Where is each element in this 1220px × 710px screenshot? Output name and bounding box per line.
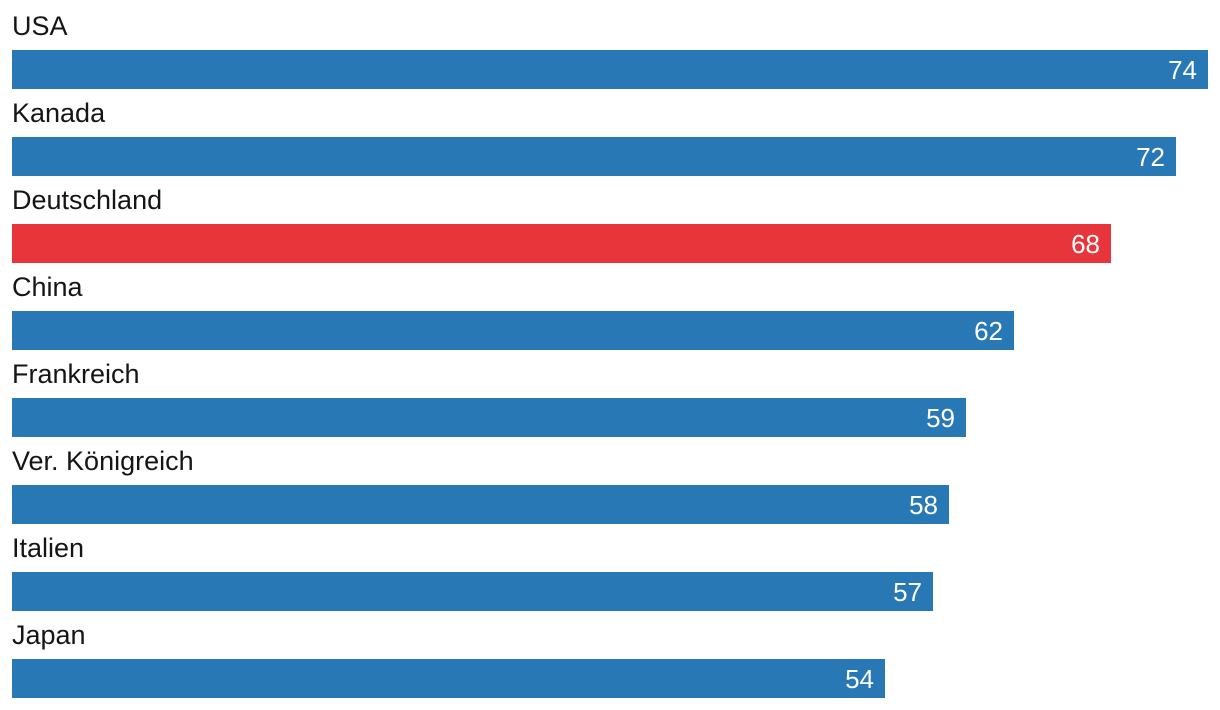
bar: 54: [12, 659, 885, 698]
chart-row: China 62: [0, 263, 1220, 350]
category-label: Deutschland: [12, 184, 163, 215]
category-label: China: [12, 271, 83, 302]
chart-row: Japan 54: [0, 611, 1220, 698]
category-label: Italien: [12, 532, 85, 563]
chart-row: Deutschland 68: [0, 176, 1220, 263]
value-label: 68: [1071, 228, 1100, 259]
bar: 58: [12, 485, 949, 524]
value-label: 58: [909, 489, 938, 520]
value-label: 62: [974, 315, 1003, 346]
value-label: 54: [845, 663, 874, 694]
value-label: 59: [926, 402, 955, 433]
value-label: 57: [893, 576, 922, 607]
bar: 74: [12, 50, 1208, 89]
category-label: USA: [12, 10, 68, 41]
bar: 72: [12, 137, 1176, 176]
category-label: Frankreich: [12, 358, 140, 389]
value-label: 74: [1168, 54, 1197, 85]
category-label: Ver. Königreich: [12, 445, 194, 476]
bar-highlighted: 68: [12, 224, 1111, 263]
chart-row: Frankreich 59: [0, 350, 1220, 437]
category-label: Japan: [12, 619, 86, 650]
bar: 62: [12, 311, 1014, 350]
bar: 59: [12, 398, 966, 437]
bar: 57: [12, 572, 933, 611]
chart-row: Kanada 72: [0, 89, 1220, 176]
chart-row: USA 74: [0, 2, 1220, 89]
chart-row: Italien 57: [0, 524, 1220, 611]
category-label: Kanada: [12, 97, 106, 128]
chart-row: Ver. Königreich 58: [0, 437, 1220, 524]
value-label: 72: [1136, 141, 1165, 172]
